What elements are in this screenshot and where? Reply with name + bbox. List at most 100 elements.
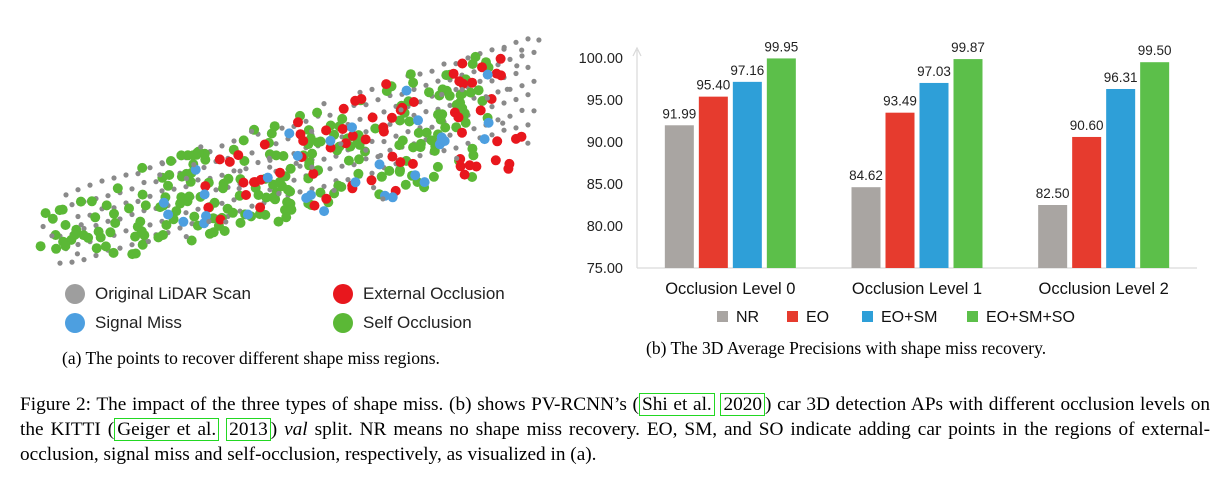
point bbox=[161, 220, 172, 230]
subfigure-b-caption: (b) The 3D Average Precisions with shape… bbox=[646, 338, 1047, 358]
point bbox=[448, 68, 459, 79]
point bbox=[305, 190, 316, 200]
point bbox=[261, 192, 272, 203]
bar-eo-sm-so bbox=[953, 59, 983, 269]
point bbox=[249, 203, 255, 209]
point bbox=[253, 190, 264, 200]
point bbox=[408, 97, 419, 107]
point bbox=[69, 229, 80, 240]
point bbox=[428, 171, 439, 182]
bar-value-label: 93.49 bbox=[883, 94, 917, 109]
point bbox=[219, 200, 225, 206]
point bbox=[214, 154, 225, 165]
point bbox=[165, 156, 176, 166]
chart-legend-label: NR bbox=[736, 309, 759, 326]
legend-item-self-occlusion: Self Occlusion bbox=[333, 313, 472, 333]
point bbox=[363, 102, 369, 108]
point bbox=[147, 165, 153, 171]
citation-year-link[interactable]: 2013 bbox=[226, 418, 271, 441]
point bbox=[380, 196, 386, 202]
bar-eo bbox=[698, 96, 728, 268]
point bbox=[60, 220, 71, 230]
point bbox=[90, 212, 101, 223]
point bbox=[465, 87, 476, 98]
point bbox=[117, 245, 123, 251]
point bbox=[371, 185, 377, 191]
point bbox=[495, 53, 506, 64]
bar-eo-sm bbox=[732, 81, 762, 268]
category-label: Occlusion Level 1 bbox=[852, 280, 982, 298]
point bbox=[163, 209, 174, 220]
point bbox=[278, 151, 289, 161]
legend-label: Self Occlusion bbox=[363, 313, 472, 332]
point bbox=[381, 138, 387, 145]
point bbox=[243, 166, 249, 172]
point bbox=[401, 85, 412, 96]
point bbox=[78, 222, 84, 228]
point bbox=[267, 164, 273, 170]
point bbox=[513, 70, 519, 77]
point bbox=[473, 85, 484, 96]
point bbox=[293, 160, 299, 166]
chart-legend-label: EO+SM bbox=[881, 309, 937, 326]
point bbox=[465, 140, 471, 146]
bar-value-label: 91.99 bbox=[662, 106, 696, 121]
point bbox=[384, 165, 395, 176]
point bbox=[387, 112, 397, 123]
point bbox=[123, 228, 129, 234]
point bbox=[248, 128, 255, 134]
point bbox=[57, 260, 63, 266]
point bbox=[394, 140, 405, 151]
point bbox=[75, 187, 81, 193]
point bbox=[157, 172, 163, 178]
point bbox=[321, 193, 332, 204]
y-axis-arrow bbox=[632, 46, 642, 57]
point bbox=[393, 133, 399, 139]
point bbox=[501, 100, 507, 106]
point bbox=[489, 104, 495, 110]
point bbox=[275, 167, 285, 178]
point bbox=[93, 252, 99, 259]
point bbox=[309, 200, 320, 211]
point bbox=[49, 233, 55, 239]
ap-bar-chart: 75.00 80.00 85.00 90.00 95.00 100.00 91.9995.4… bbox=[579, 40, 1197, 326]
legend-swatch bbox=[65, 284, 85, 304]
bar-eo-sm bbox=[1106, 88, 1136, 268]
point bbox=[507, 113, 513, 119]
point bbox=[519, 47, 525, 53]
point bbox=[507, 56, 513, 62]
citation-link[interactable]: Shi et al. bbox=[638, 393, 715, 416]
point bbox=[135, 216, 146, 227]
point bbox=[101, 200, 112, 211]
point bbox=[525, 122, 531, 128]
point bbox=[437, 84, 448, 95]
point bbox=[415, 138, 426, 149]
point bbox=[347, 130, 358, 141]
bar-value-label: 84.62 bbox=[849, 168, 883, 183]
point bbox=[455, 90, 466, 100]
legend-swatch bbox=[333, 284, 353, 304]
point bbox=[191, 162, 197, 168]
point bbox=[319, 206, 330, 217]
citation-link[interactable]: Geiger et al. bbox=[114, 418, 220, 441]
point bbox=[495, 89, 501, 95]
point bbox=[350, 95, 361, 106]
point bbox=[531, 78, 537, 84]
point bbox=[201, 164, 207, 171]
legend-label: Signal Miss bbox=[95, 313, 182, 332]
point bbox=[417, 71, 423, 77]
point bbox=[419, 177, 430, 188]
point bbox=[387, 192, 398, 203]
point bbox=[345, 177, 351, 183]
citation-year-link[interactable]: 2020 bbox=[720, 393, 766, 416]
legend-label: External Occlusion bbox=[363, 284, 505, 303]
point bbox=[284, 128, 295, 139]
point bbox=[489, 78, 495, 84]
point bbox=[86, 196, 97, 207]
point bbox=[347, 122, 357, 133]
point bbox=[273, 141, 279, 147]
point bbox=[429, 68, 435, 74]
y-tick-label: 80.00 bbox=[587, 219, 623, 235]
point bbox=[124, 203, 134, 214]
point bbox=[357, 116, 363, 122]
